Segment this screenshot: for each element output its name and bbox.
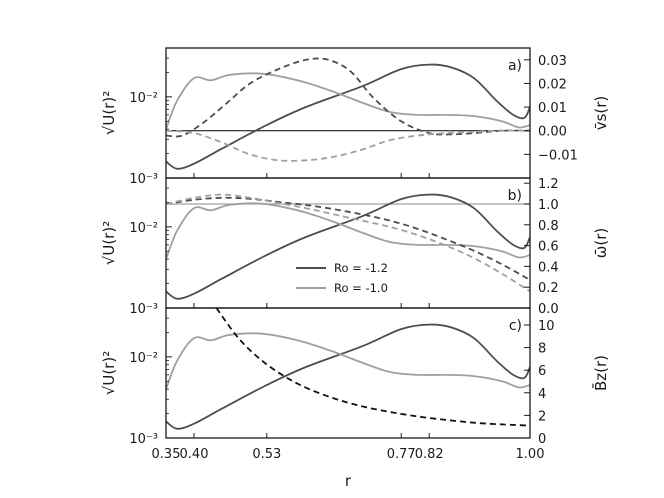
right-axis-label-text: ω̄(r) [592, 228, 610, 258]
right-tick-label: 0.00 [538, 125, 567, 140]
right-tick-label: 0.6 [538, 240, 559, 255]
series-group [166, 193, 530, 300]
right-axis-label: B̄z(r) [591, 355, 610, 391]
panel-tag: b) [508, 188, 522, 204]
right-tick-label: 0.2 [538, 281, 559, 296]
series-line-bz-right-dashed [215, 308, 530, 427]
right-tick-label: 0.01 [538, 101, 567, 116]
left-tick-label: 10⁻³ [129, 432, 158, 447]
series-line-ro10-right-dashed [166, 129, 530, 162]
left-tick-label: 10⁻² [129, 91, 158, 106]
right-tick-label: 0.8 [538, 219, 559, 234]
x-tick-label: 1.00 [516, 447, 545, 462]
right-tick-label: 6 [538, 364, 546, 379]
right-axis-label-text: B̄z(r) [591, 355, 610, 391]
right-tick-label: 1.2 [538, 177, 559, 192]
x-axis-label: r [345, 472, 352, 490]
left-axis-label-text: √U(r)² [100, 221, 118, 265]
x-tick-label: 0.53 [252, 447, 281, 462]
right-tick-label: 2 [538, 409, 546, 424]
right-tick-label: 0.0 [538, 302, 559, 317]
left-tick-label: 10⁻² [129, 351, 158, 366]
series-group [166, 308, 530, 430]
left-axis-label-text: √U(r)² [100, 351, 118, 395]
series-line-ro10-right-dashed [166, 193, 530, 293]
panels: 10⁻³10⁻²−0.010.000.010.020.03a)√U(r)² v̄s… [100, 47, 610, 462]
right-tick-label: 8 [538, 342, 546, 357]
series-line-ro10-left-solid [166, 202, 530, 260]
legend-label-2: Ro = -1.0 [334, 281, 388, 295]
right-axis-label: ω̄(r) [592, 228, 610, 258]
panel-frame [165, 47, 531, 179]
right-tick-label: 0.02 [538, 77, 567, 92]
panel-1: 10⁻³ 10⁻² −0.01 0.00 0.01 0.02 0.03 a) √U(r)² v̄s… [100, 47, 610, 187]
x-tick-label: 0.82 [415, 447, 444, 462]
right-tick-label: 4 [538, 387, 546, 402]
right-axis-label-text: v̄s(r) [592, 96, 610, 131]
series-line-ro12-left-solid [166, 193, 530, 300]
series-line-ro12-left-solid [166, 323, 530, 430]
panel-2: 10⁻³ 10⁻² 0.0 0.2 0.4 0.6 0.8 1.0 1.2 b) √U(r)² ω̄(… [100, 177, 610, 317]
left-tick-label: 10⁻² [129, 221, 158, 236]
right-tick-label: −0.01 [538, 148, 578, 163]
right-tick-label: 10 [538, 319, 555, 334]
right-axis-label: v̄s(r) [592, 96, 610, 131]
left-axis-label: √U(r)² [100, 351, 118, 395]
right-tick-label: 1.0 [538, 198, 559, 213]
left-axis-label-text: √U(r)² [100, 91, 118, 135]
series-line-ro12-left-solid [166, 63, 530, 170]
panel-3: 10⁻³ 10⁻² 0 2 4 6 8 10 c) √U(r)² B̄z(r) [100, 307, 610, 447]
series-line-ro10-left-solid [166, 72, 530, 130]
panel-tag: c) [509, 318, 522, 334]
left-axis-label: √U(r)² [100, 91, 118, 135]
right-tick-label: 0.03 [538, 54, 567, 69]
left-tick-label: 10⁻³ [129, 302, 158, 317]
panel-tag: a) [508, 58, 522, 74]
panel-frame [165, 307, 531, 439]
left-tick-label: 10⁻³ [129, 172, 158, 187]
x-tick-label: 0.77 [387, 447, 416, 462]
right-tick-label: 0 [538, 432, 546, 447]
x-tick-label: 0.40 [180, 447, 209, 462]
left-axis-label: √U(r)² [100, 221, 118, 265]
legend-label-1: Ro = -1.2 [334, 261, 388, 275]
right-tick-label: 0.4 [538, 260, 559, 275]
series-line-ro10-left-solid [166, 332, 530, 390]
series-line-ro12-right-dashed [166, 196, 530, 281]
x-tick-label: 0.35 [152, 447, 181, 462]
series-group [166, 57, 530, 170]
